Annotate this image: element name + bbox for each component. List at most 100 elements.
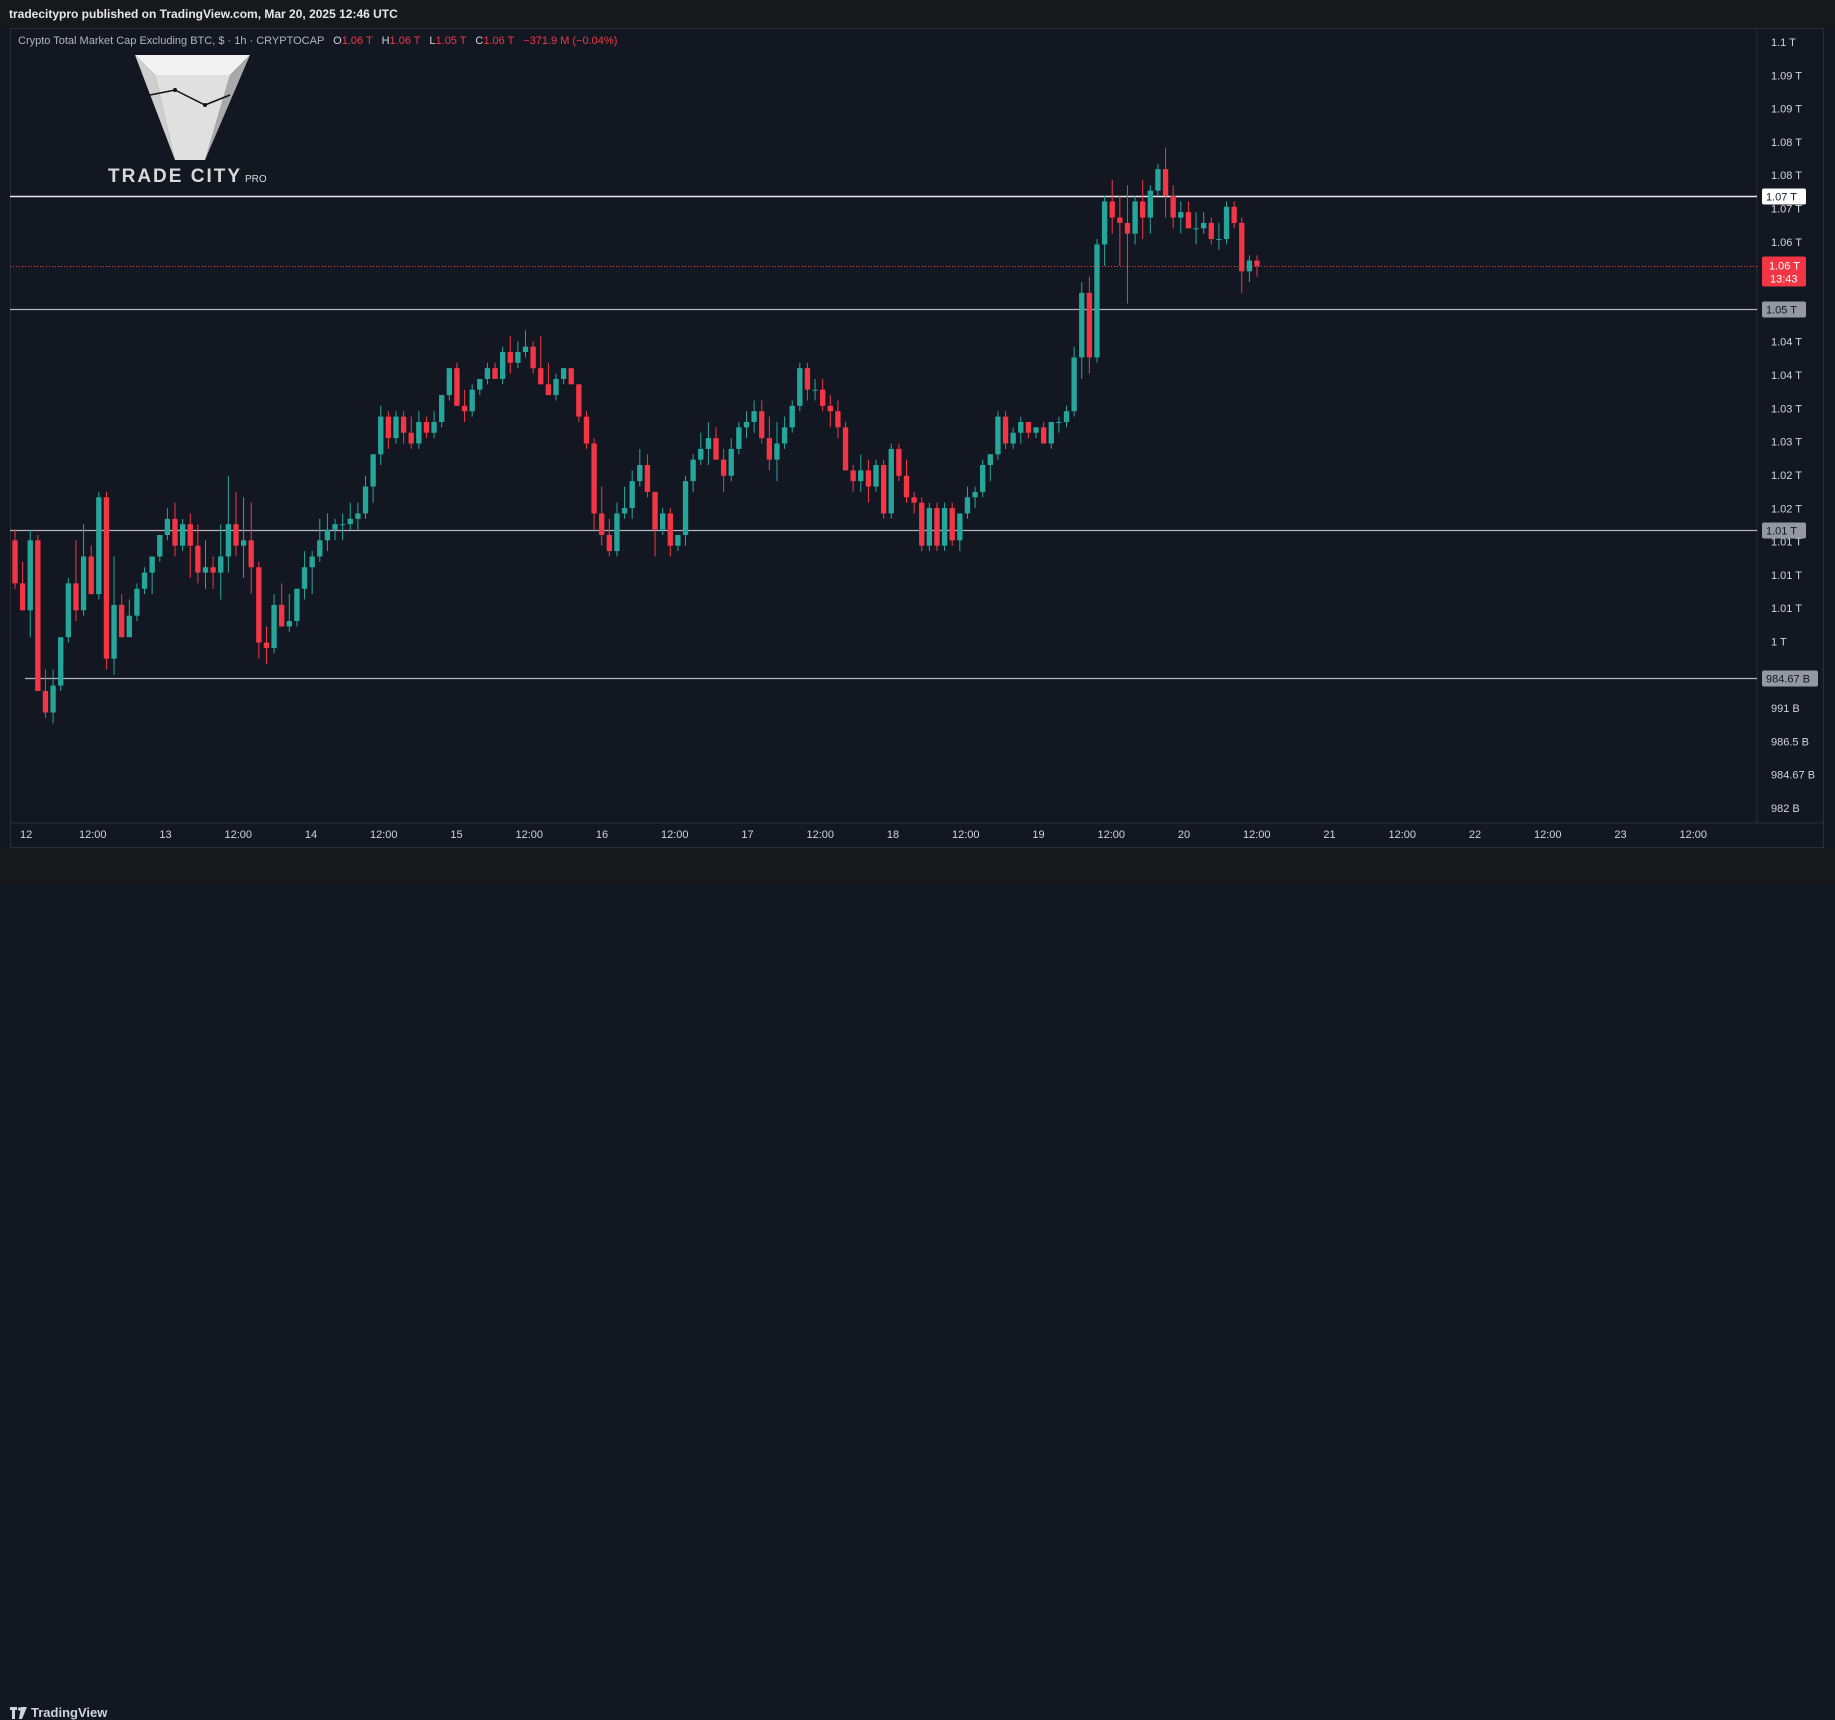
candle-body: [804, 368, 811, 390]
candle-body: [835, 411, 841, 428]
candle-body: [400, 416, 407, 433]
trade-city-logo-icon: [135, 55, 250, 160]
candle-body: [96, 497, 102, 595]
candle-body: [484, 368, 491, 379]
candle-body: [995, 416, 1001, 455]
candle-body: [454, 368, 460, 406]
y-tick-label: 991 B: [1771, 703, 1800, 715]
x-tick-label: 23: [1614, 829, 1626, 841]
y-tick-label: 1.03 T: [1771, 437, 1802, 449]
candle-body: [568, 368, 574, 385]
candle-body: [126, 615, 132, 638]
high-value: 1.06 T: [389, 35, 421, 47]
candle-body: [644, 465, 651, 492]
candle-body: [660, 513, 666, 530]
candle-body: [385, 416, 392, 439]
candle-body: [903, 475, 910, 498]
level-price-label: 1.05 T: [1766, 305, 1797, 317]
candle-body: [591, 443, 597, 514]
candle-body: [58, 637, 64, 686]
candle-body: [88, 556, 94, 595]
candle-body: [766, 438, 773, 460]
candle-body: [759, 411, 765, 439]
candle-body: [1124, 222, 1131, 234]
candle-body: [736, 427, 742, 449]
candle-body: [446, 368, 452, 396]
candle-body: [202, 567, 209, 573]
x-tick-label: 22: [1469, 829, 1481, 841]
candle-body: [1018, 421, 1024, 433]
y-tick-label: 1.04 T: [1771, 370, 1802, 382]
candle-body: [911, 497, 917, 503]
candle-body: [210, 567, 216, 573]
candle-body: [1216, 239, 1222, 241]
candle-body: [728, 448, 734, 476]
candle-body: [812, 389, 818, 391]
candle-body: [42, 690, 49, 713]
candle-body: [248, 540, 254, 568]
candle-body: [599, 513, 605, 535]
candle-body: [141, 572, 148, 589]
y-tick-label: 1.06 T: [1771, 237, 1802, 249]
candle-body: [858, 470, 864, 482]
x-tick-label: 12:00: [515, 829, 543, 841]
candle-body: [172, 518, 178, 546]
candle-body: [919, 502, 925, 546]
candle-body: [317, 540, 323, 557]
candle-body: [301, 567, 308, 589]
candle-body: [1178, 212, 1184, 218]
candle-body: [1231, 206, 1237, 223]
candle-body: [12, 540, 18, 584]
candle-body: [934, 508, 940, 546]
x-tick-label: 12:00: [952, 829, 980, 841]
candle-body: [873, 465, 879, 487]
candle-body: [1079, 292, 1085, 358]
tradingview-brand[interactable]: TradingView: [10, 1705, 107, 1720]
y-tick-label: 982 B: [1771, 803, 1800, 815]
y-tick-label: 984.67 B: [1771, 770, 1815, 782]
candle-body: [134, 588, 140, 616]
candle-body: [949, 508, 955, 541]
candle-body: [926, 508, 933, 546]
candle-body: [111, 604, 117, 659]
candle-body: [972, 491, 978, 498]
y-tick-label: 1.09 T: [1771, 104, 1802, 116]
candle-body: [720, 459, 727, 476]
candle-body: [286, 621, 292, 627]
candle-body: [1132, 201, 1138, 234]
candle-body: [980, 465, 986, 492]
candle-body: [103, 497, 110, 659]
candle-body: [820, 389, 826, 406]
candle-body: [583, 416, 590, 444]
candle-body: [50, 685, 56, 713]
tradingview-logo-icon: [10, 1706, 27, 1719]
candle-body: [964, 497, 971, 514]
candle-body: [164, 518, 171, 535]
y-tick-label: 1.02 T: [1771, 470, 1802, 482]
x-tick-label: 17: [741, 829, 753, 841]
symbol-name: Crypto Total Market Cap Excluding BTC, $…: [18, 35, 325, 47]
candle-body: [35, 540, 41, 691]
candle-body: [187, 524, 193, 546]
x-tick-label: 12: [20, 829, 32, 841]
x-tick-label: 13: [159, 829, 171, 841]
candle-body: [1193, 228, 1199, 230]
x-tick-label: 12:00: [1388, 829, 1416, 841]
candle-body: [332, 524, 338, 530]
y-tick-label: 1.07 T: [1771, 204, 1802, 216]
candle-body: [1208, 222, 1214, 240]
candle-body: [690, 459, 696, 482]
candle-body: [355, 513, 361, 519]
candle-body: [263, 642, 270, 648]
y-tick-label: 1.09 T: [1771, 70, 1802, 82]
close-value: 1.06 T: [483, 35, 515, 47]
level-price-label: 1.07 T: [1766, 192, 1797, 204]
x-tick-label: 14: [305, 829, 317, 841]
footer-bar: TradingView: [0, 848, 1835, 1720]
candle-body: [652, 491, 658, 530]
candle-body: [294, 588, 300, 622]
candle-body: [522, 346, 529, 353]
publisher-text: tradecitypro published on TradingView.co…: [9, 7, 398, 21]
candlestick-chart[interactable]: 1.1 T 1.09 T 1.09 T 1.08 T 1.08 T 1.07 T 1.06 …: [0, 0, 1835, 883]
level-price-tag: [1762, 522, 1806, 539]
